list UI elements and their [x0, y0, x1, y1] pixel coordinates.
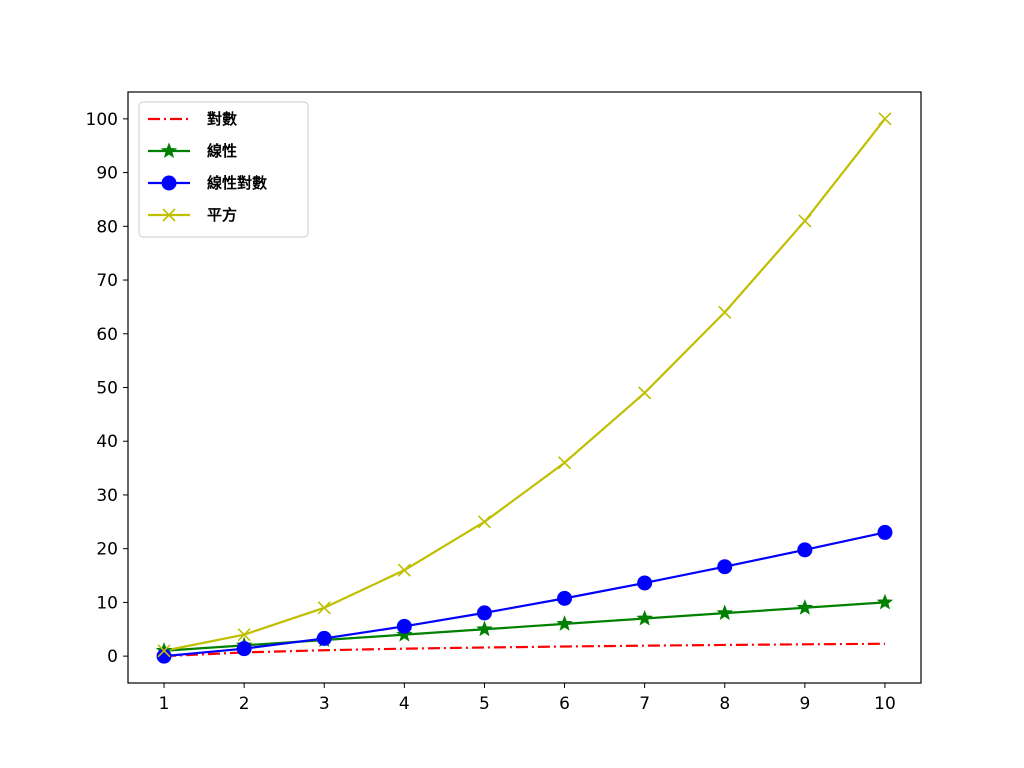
data-point-s3-9 [878, 112, 892, 126]
x-tick-label: 1 [159, 694, 170, 714]
y-tick-label: 100 [86, 110, 118, 130]
x-tick-label: 2 [239, 694, 250, 714]
plot-lines [163, 118, 886, 658]
data-point-s3-0 [157, 644, 171, 658]
legend-marker [160, 142, 178, 158]
y-tick-label: 20 [96, 540, 118, 560]
data-point-s1-8 [796, 599, 814, 615]
data-point-s3-8 [798, 214, 812, 228]
data-point-s2-5 [557, 590, 573, 606]
data-point-s1-7 [716, 604, 733, 621]
y-tick-label: 80 [96, 217, 118, 237]
legend-marker [162, 208, 176, 222]
legend-box [138, 101, 309, 238]
data-point-s1-6 [636, 609, 653, 626]
data-point-s3-6 [638, 386, 652, 400]
data-point-s2-0 [156, 648, 172, 664]
data-point-s2-2 [316, 630, 332, 646]
y-tick-label: 90 [96, 164, 118, 184]
data-point-s2-9 [877, 524, 893, 540]
data-point-s3-5 [557, 456, 572, 470]
data-point-s2-1 [236, 641, 252, 657]
data-point-s1-4 [476, 620, 493, 637]
x-tick-label: 3 [319, 694, 330, 714]
y-tick-label: 30 [96, 486, 118, 506]
legend-marker [161, 175, 177, 191]
y-axis: 0 10 20 30 40 50 60 70 80 90 100 [86, 110, 128, 667]
series-line-2 [163, 531, 886, 658]
data-point-s1-3 [396, 626, 413, 642]
data-point-s2-7 [717, 559, 733, 575]
series-line-0 [163, 642, 885, 658]
data-point-s3-1 [237, 628, 251, 642]
data-point-s3-2 [317, 601, 331, 615]
x-tick-label: 4 [399, 694, 410, 714]
x-tick-label: 9 [799, 694, 810, 714]
legend-label: 線性 [207, 142, 237, 160]
data-point-s3-3 [397, 563, 411, 577]
x-tick-label: 5 [479, 694, 490, 714]
y-tick-label: 60 [96, 325, 118, 345]
x-axis: 1 2 3 4 5 6 7 8 9 10 [159, 683, 896, 714]
legend-label: 對數 [207, 110, 237, 128]
legend-label: 線性對數 [207, 174, 267, 192]
y-tick-label: 40 [96, 432, 118, 452]
data-point-s3-7 [718, 305, 732, 319]
data-point-s2-6 [637, 575, 653, 591]
y-tick-label: 10 [96, 593, 118, 613]
x-tick-label: 8 [719, 694, 730, 714]
series-line-3 [163, 118, 886, 652]
data-point-s2-3 [396, 618, 412, 634]
data-point-s2-4 [476, 605, 492, 621]
y-tick-label: 50 [96, 379, 118, 399]
y-tick-label: 0 [107, 647, 118, 667]
data-point-s1-9 [876, 593, 894, 610]
x-tick-label: 10 [874, 694, 896, 714]
data-point-s2-8 [797, 542, 813, 558]
y-tick-label: 70 [96, 271, 118, 291]
legend-label: 平方 [207, 206, 237, 224]
x-tick-label: 6 [559, 694, 570, 714]
x-tick-label: 7 [639, 694, 650, 714]
data-point-s3-4 [477, 515, 492, 529]
plot-markers [155, 112, 894, 664]
data-point-s1-5 [556, 615, 573, 631]
